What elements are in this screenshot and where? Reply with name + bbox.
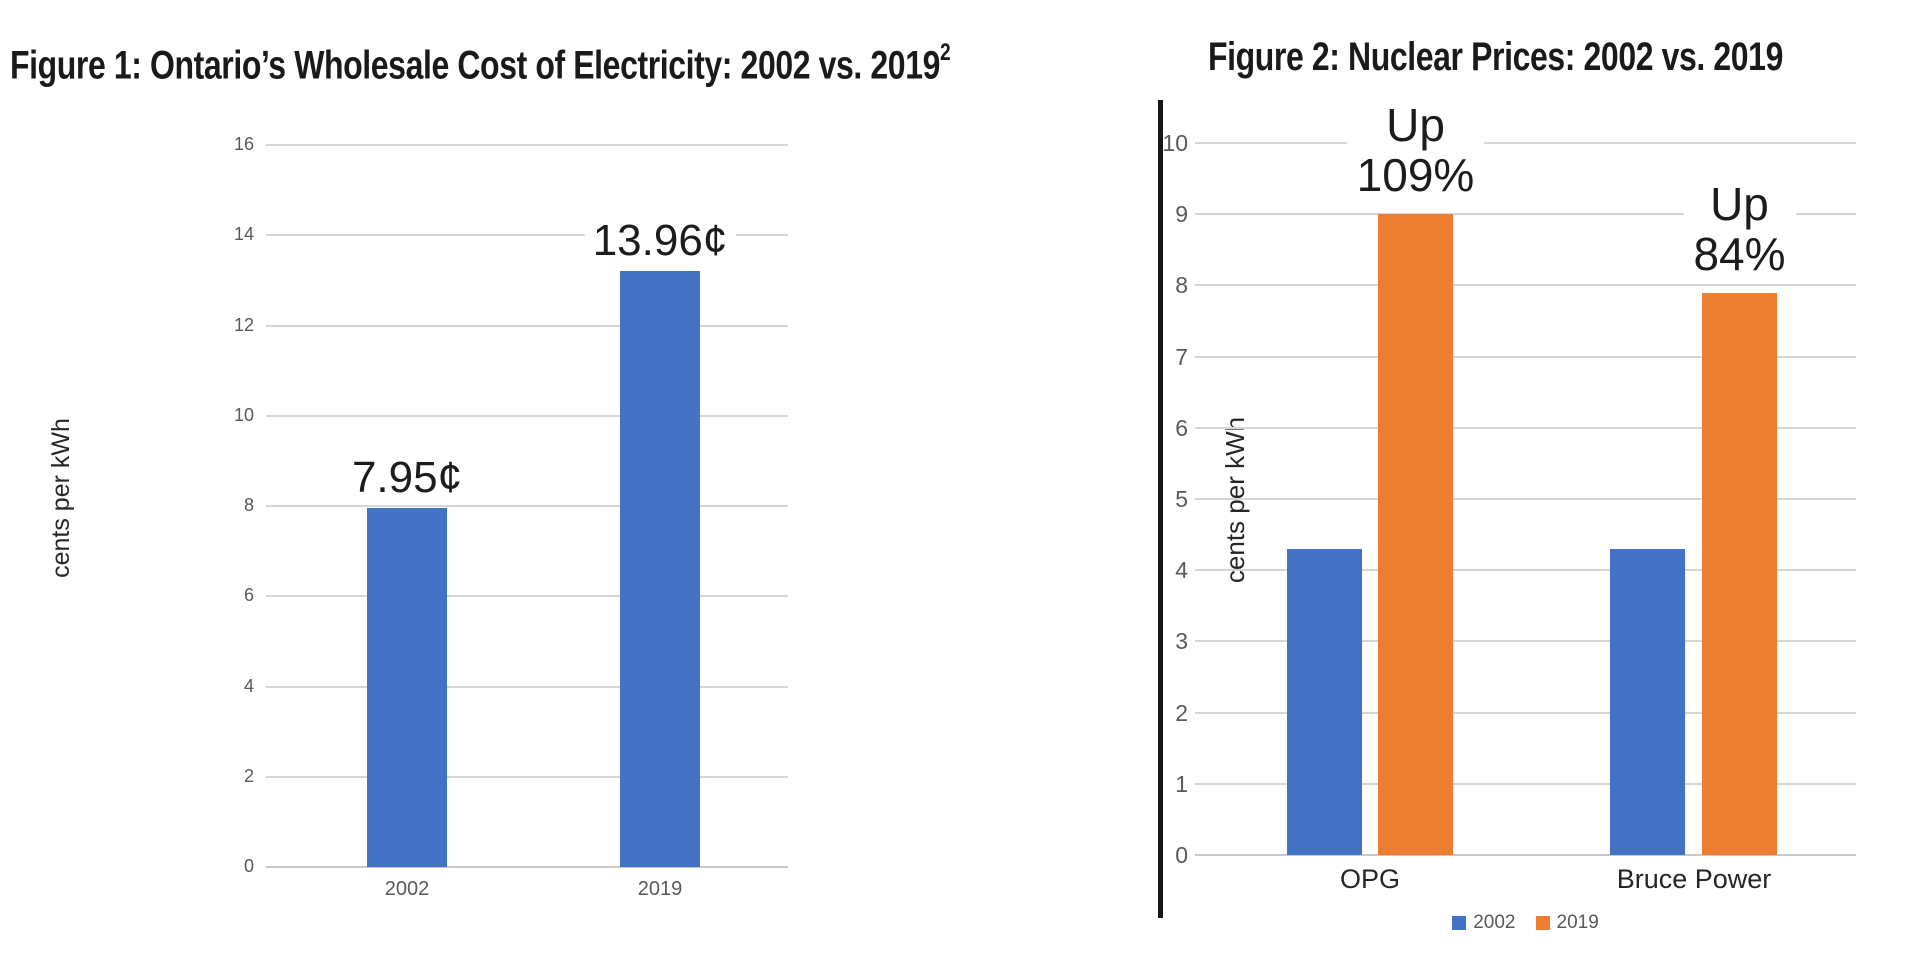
figure-1-title-footnote-marker: 2 [940, 39, 951, 66]
figure-2-gridline-6 [1195, 426, 1856, 429]
figure-1-ytick-6: 6 [243, 585, 254, 606]
figure-divider-line [1158, 100, 1163, 918]
figure-1-ytick-8: 8 [243, 495, 254, 515]
figure-1-bar-value-label-2019: 13.96¢ [584, 217, 736, 266]
figure-1-title: Figure 1: Ontario’s Wholesale Cost of El… [10, 33, 951, 89]
figure-2-bar-Bruce Power-2019 [1702, 292, 1777, 855]
figure-2-gridline-9 [1195, 213, 1856, 216]
figure-2-ytick-4: 4 [1175, 557, 1188, 584]
figure-2-annotation-OPG: Up 109% [1346, 99, 1485, 202]
figure-2-ytick-7: 7 [1175, 343, 1188, 370]
figure-2-gridline-2 [1195, 711, 1856, 714]
figure-2-gridline-10 [1195, 142, 1856, 144]
figure-1-xtick-2002: 2002 [384, 878, 430, 900]
figure-2-gridline-7 [1195, 355, 1856, 358]
legend-item-2019: 2019 [1535, 912, 1599, 933]
figure-2-gridline-8 [1195, 284, 1856, 287]
figure-1-ytick-16: 16 [233, 134, 254, 154]
figure-1-ytick-14: 14 [233, 224, 254, 245]
figure-2-gridline-5 [1195, 498, 1856, 500]
figure-2-annotation-Bruce Power-line-2: 84% [1693, 227, 1786, 280]
figure-1-gridline-6 [266, 595, 788, 598]
figure-1-title-text: Figure 1: Ontario’s Wholesale Cost of El… [10, 43, 940, 88]
figure-1-gridline-0 [266, 866, 788, 868]
figure-2-annotation-OPG-line-2: 109% [1356, 149, 1475, 202]
figure-1-xtick-2019: 2019 [637, 878, 683, 900]
figure-1-ytick-2: 2 [243, 765, 254, 786]
figure-2-title: Figure 2: Nuclear Prices: 2002 vs. 2019 [1208, 33, 1783, 81]
figure-1-y-axis-title: cents per kWh [47, 418, 75, 578]
figure-2-ytick-9: 9 [1175, 201, 1188, 228]
figure-1-gridline-10 [266, 414, 788, 417]
figure-2-bar-OPG-2002 [1287, 548, 1362, 855]
figure-1-ytick-4: 4 [243, 675, 254, 696]
figure-2-gridline-3 [1195, 640, 1856, 643]
figure-1-gridline-14 [266, 234, 788, 237]
figure-1-ytick-0: 0 [243, 856, 254, 876]
figure-2-ytick-5: 5 [1175, 486, 1188, 512]
figure-1-gridline-12 [266, 324, 788, 327]
figure-2-ytick-3: 3 [1175, 628, 1188, 655]
figure-2-annotation-Bruce Power-line-1: Up [1710, 177, 1769, 230]
figure-2-gridline-0 [1195, 854, 1856, 856]
figure-1-gridline-8 [266, 505, 788, 507]
figure-2-ytick-0: 0 [1175, 842, 1188, 868]
figure-2-legend: 2002 2019 [1195, 912, 1856, 933]
figure-1-gridline-4 [266, 685, 788, 688]
figure-1-ytick-10: 10 [233, 404, 254, 425]
legend-swatch-2019-icon [1535, 916, 1550, 930]
figure-2-annotation-OPG-line-1: Up [1386, 99, 1445, 152]
figure-2-ytick-2: 2 [1175, 699, 1188, 726]
figure-2-ytick-8: 8 [1175, 272, 1188, 299]
figure-1-bar-value-label-2002: 7.95¢ [343, 454, 471, 503]
figure-2-ytick-10: 10 [1162, 130, 1188, 156]
figure-1-gridline-16 [266, 144, 788, 146]
figure-2-xtick-Bruce Power: Bruce Power [1616, 864, 1772, 894]
figure-2-ytick-1: 1 [1175, 770, 1188, 797]
figure-2-gridline-4 [1195, 569, 1856, 572]
figure-2-annotation-Bruce Power: Up 84% [1683, 177, 1796, 280]
figure-2-gridline-1 [1195, 782, 1856, 785]
figure-1-bar-2002 [367, 508, 447, 867]
figure-2-xtick-OPG: OPG [1339, 864, 1401, 894]
figure-1-ytick-12: 12 [233, 314, 254, 335]
figure-2-bar-OPG-2019 [1378, 214, 1453, 855]
legend-label-2019: 2019 [1556, 912, 1599, 933]
figure-2-bar-Bruce Power-2002 [1610, 548, 1685, 855]
figure-1-bar-2019 [620, 271, 700, 867]
figure-2-title-text: Figure 2: Nuclear Prices: 2002 vs. 2019 [1208, 35, 1783, 79]
legend-label-2002: 2002 [1473, 912, 1516, 933]
figure-1-gridline-2 [266, 775, 788, 778]
legend-item-2002: 2002 [1452, 912, 1516, 933]
figure-2-ytick-6: 6 [1175, 414, 1188, 441]
legend-swatch-2002-icon [1452, 916, 1467, 930]
